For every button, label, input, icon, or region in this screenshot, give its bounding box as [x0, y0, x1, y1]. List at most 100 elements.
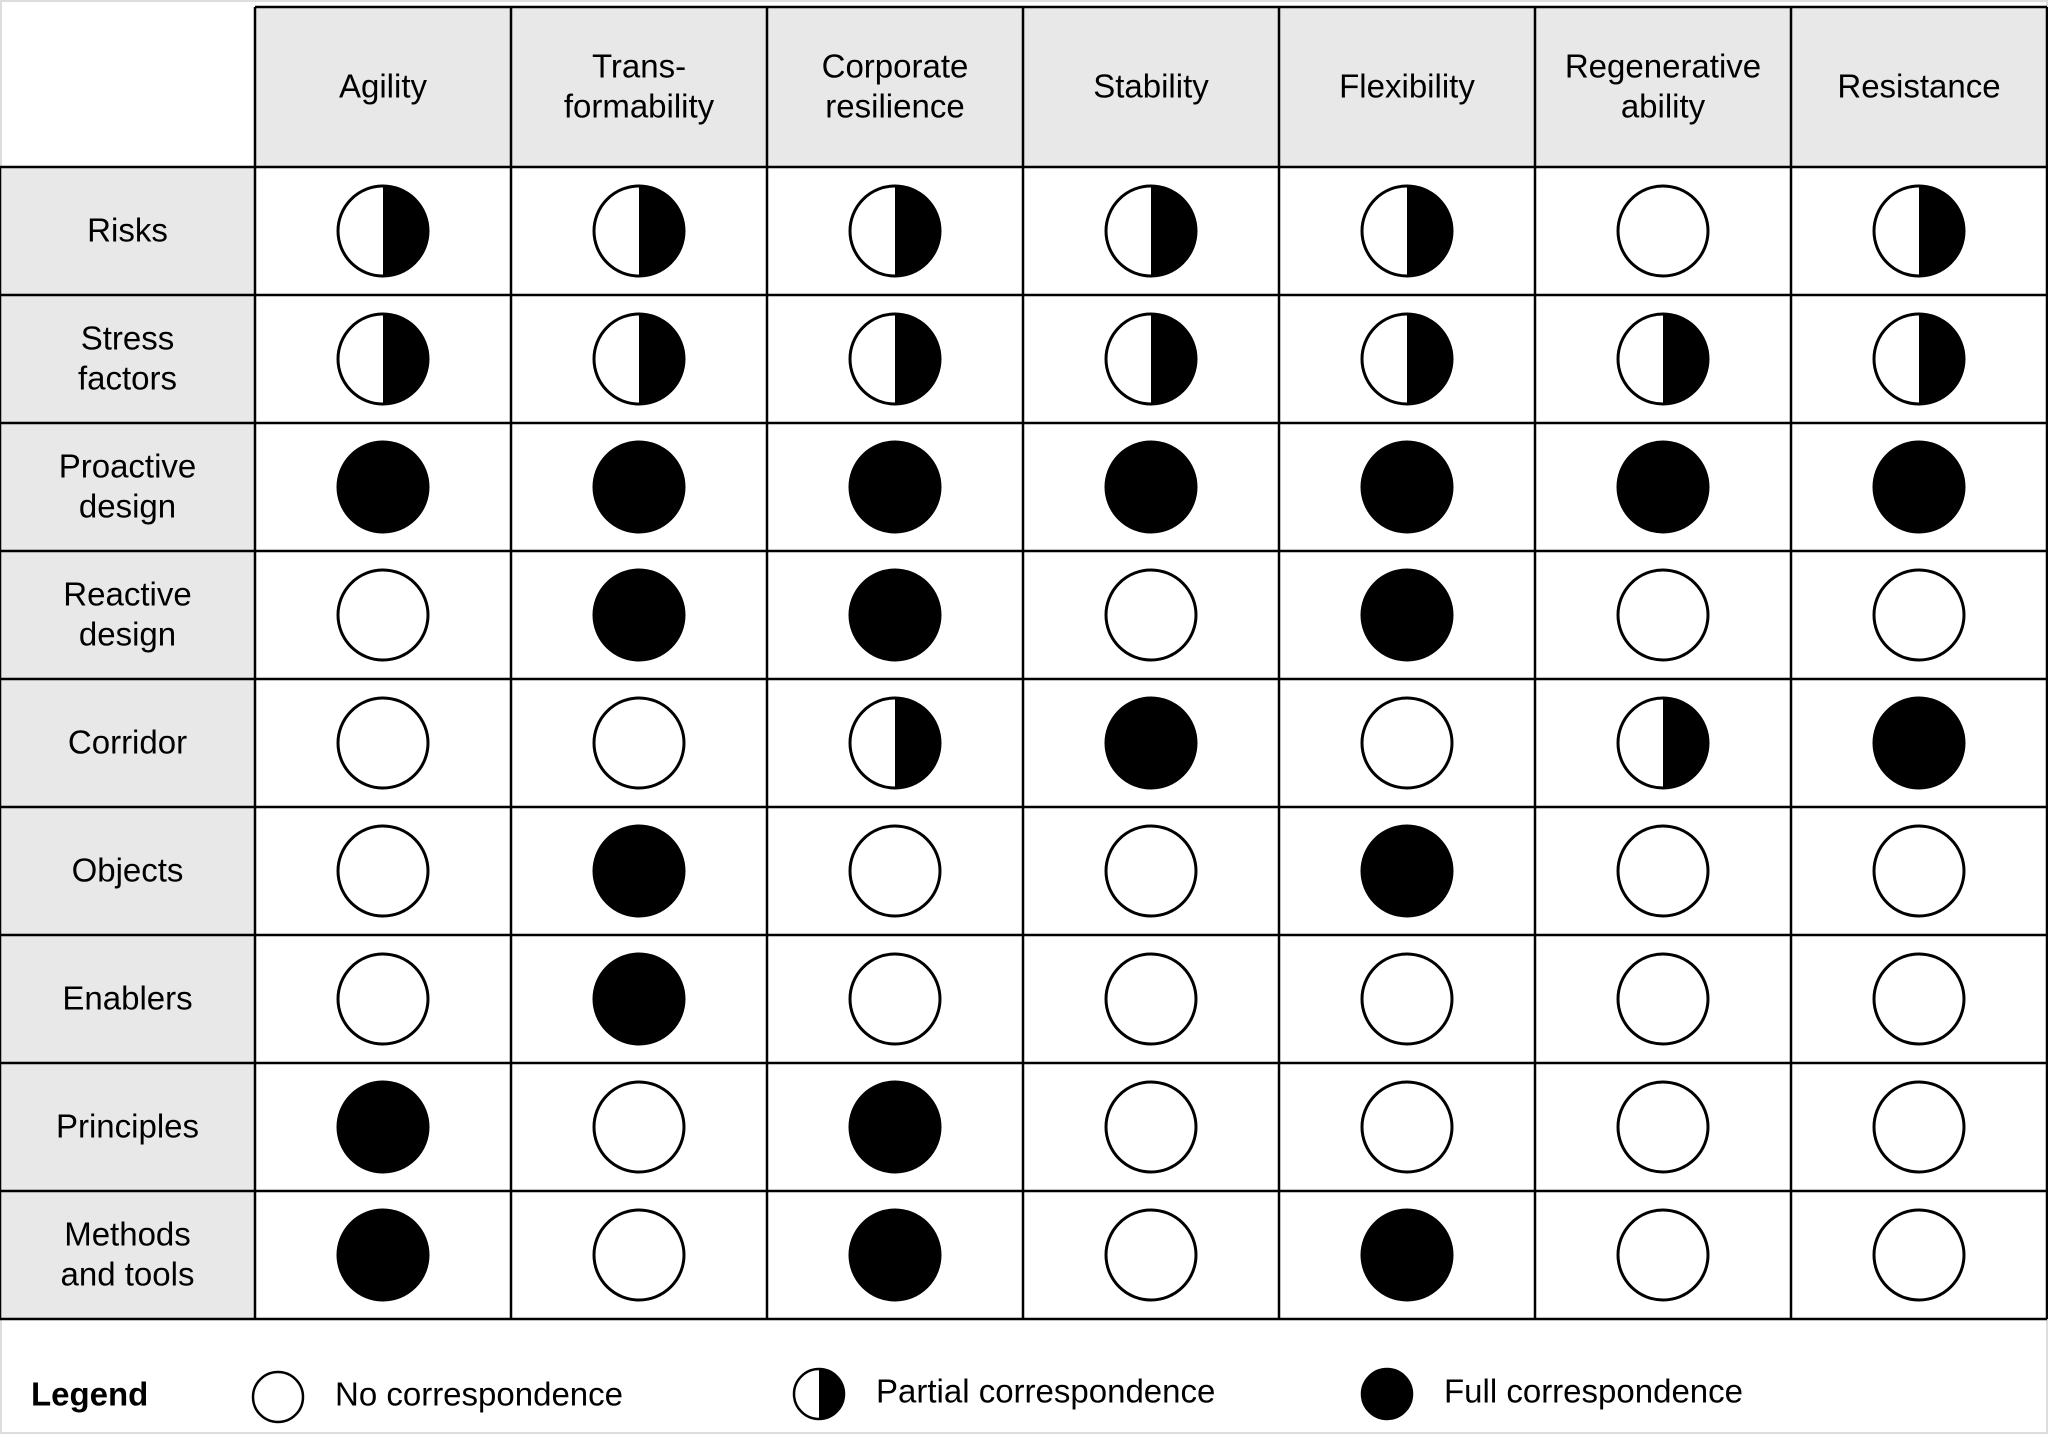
harvey-ball	[1104, 696, 1198, 790]
ball-fill	[383, 314, 428, 404]
row-label: Objects	[72, 852, 184, 889]
row-label: Enablers	[62, 980, 192, 1017]
ball-fill	[850, 1210, 940, 1300]
ball-fill	[1874, 442, 1964, 532]
ball-fill	[1151, 186, 1196, 276]
harvey-ball	[1616, 440, 1710, 534]
harvey-ball	[251, 1370, 305, 1424]
ball-fill	[895, 314, 940, 404]
harvey-ball	[848, 1208, 942, 1302]
harvey-ball	[336, 824, 430, 918]
harvey-ball	[336, 440, 430, 534]
ball-fill	[1618, 442, 1708, 532]
harvey-ball	[592, 184, 686, 278]
harvey-ball	[848, 1080, 942, 1174]
harvey-ball	[848, 696, 942, 790]
row-label: and tools	[61, 1256, 195, 1293]
harvey-ball	[592, 696, 686, 790]
header-bg	[255, 7, 2047, 167]
ball-outline	[1360, 1080, 1454, 1174]
row-label: Risks	[87, 212, 168, 249]
ball-fill	[1663, 698, 1708, 788]
ball-outline	[1872, 1208, 1966, 1302]
ball-fill	[1919, 186, 1964, 276]
harvey-ball	[592, 824, 686, 918]
row-label: design	[79, 616, 176, 653]
column-header: Flexibility	[1339, 68, 1475, 105]
harvey-ball	[1872, 1208, 1966, 1302]
ball-fill	[850, 1082, 940, 1172]
ball-outline	[1104, 952, 1198, 1046]
legend-label: No correspondence	[335, 1376, 623, 1413]
ball-outline	[336, 696, 430, 790]
harvey-ball	[1104, 568, 1198, 662]
harvey-ball	[1104, 184, 1198, 278]
ball-outline	[251, 1370, 305, 1424]
ball-outline	[592, 696, 686, 790]
ball-fill	[383, 186, 428, 276]
ball-fill	[1919, 314, 1964, 404]
harvey-ball	[336, 952, 430, 1046]
harvey-ball	[1360, 440, 1454, 534]
ball-fill	[639, 186, 684, 276]
row-label-bg	[0, 167, 255, 1319]
harvey-ball	[592, 568, 686, 662]
ball-outline	[1616, 952, 1710, 1046]
harvey-ball	[1872, 1080, 1966, 1174]
ball-outline	[1872, 568, 1966, 662]
harvey-ball	[848, 568, 942, 662]
legend-label: Partial correspondence	[876, 1373, 1215, 1410]
harvey-ball	[1104, 1208, 1198, 1302]
ball-outline	[1104, 1208, 1198, 1302]
harvey-ball	[1872, 184, 1966, 278]
column-header: Stability	[1093, 68, 1209, 105]
ball-outline	[336, 568, 430, 662]
harvey-ball	[1616, 696, 1710, 790]
ball-fill	[1362, 826, 1452, 916]
legend-label: Full correspondence	[1444, 1373, 1743, 1410]
row-label: Corridor	[68, 724, 187, 761]
harvey-ball	[848, 312, 942, 406]
ball-fill	[594, 570, 684, 660]
row-label: Principles	[56, 1108, 199, 1145]
column-header: Resistance	[1837, 68, 2000, 105]
ball-fill	[594, 826, 684, 916]
harvey-ball	[848, 184, 942, 278]
harvey-ball	[1616, 1208, 1710, 1302]
harvey-ball	[1616, 824, 1710, 918]
harvey-ball	[1872, 696, 1966, 790]
ball-fill	[1106, 442, 1196, 532]
harvey-ball	[1616, 312, 1710, 406]
ball-outline	[1104, 568, 1198, 662]
ball-fill	[1362, 1210, 1452, 1300]
ball-outline	[1360, 952, 1454, 1046]
ball-outline	[1616, 1208, 1710, 1302]
harvey-ball	[592, 1080, 686, 1174]
ball-outline	[592, 1208, 686, 1302]
ball-fill	[1663, 314, 1708, 404]
ball-outline	[336, 952, 430, 1046]
harvey-ball	[336, 568, 430, 662]
harvey-ball	[336, 1208, 430, 1302]
ball-fill	[1362, 442, 1452, 532]
harvey-ball	[1872, 824, 1966, 918]
harvey-ball	[1360, 568, 1454, 662]
ball-fill	[1151, 314, 1196, 404]
ball-outline	[1616, 824, 1710, 918]
row-label: design	[79, 488, 176, 525]
harvey-ball	[1360, 824, 1454, 918]
ball-outline	[1104, 824, 1198, 918]
ball-fill	[895, 186, 940, 276]
harvey-ball	[1616, 952, 1710, 1046]
column-header: ability	[1621, 88, 1706, 125]
row-label: factors	[78, 360, 177, 397]
ball-fill	[639, 314, 684, 404]
column-header: Corporate	[822, 48, 969, 85]
ball-outline	[1872, 952, 1966, 1046]
harvey-ball	[592, 440, 686, 534]
ball-fill	[338, 442, 428, 532]
harvey-ball	[1360, 184, 1454, 278]
harvey-ball	[1616, 184, 1710, 278]
column-header: formability	[564, 88, 715, 125]
ball-fill	[594, 954, 684, 1044]
